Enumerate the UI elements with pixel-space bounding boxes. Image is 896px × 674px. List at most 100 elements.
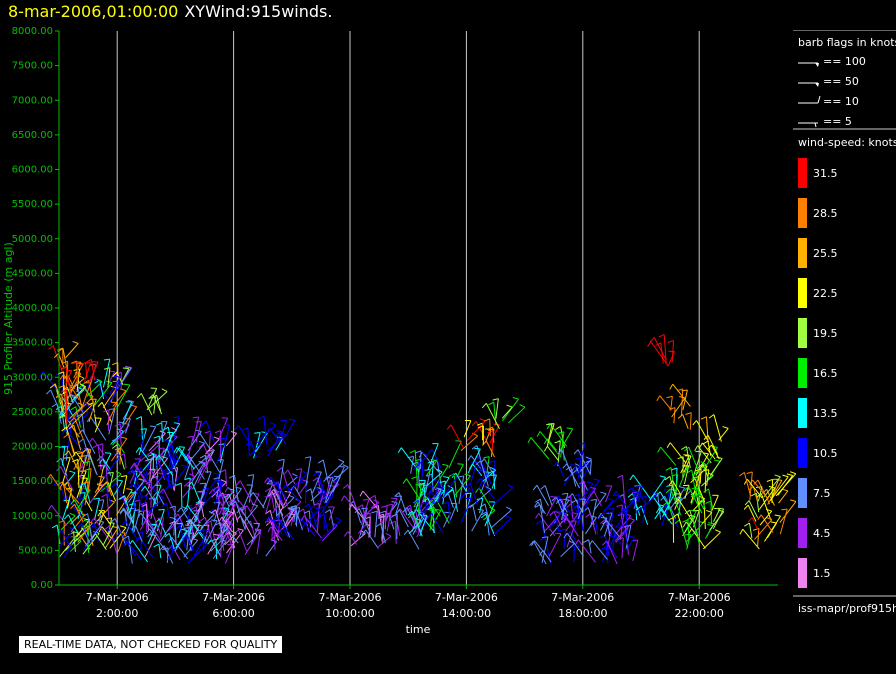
y-tick-label: 5000.00 <box>12 234 53 245</box>
wind-barb <box>465 482 478 506</box>
wind-barb-flag <box>559 528 566 532</box>
wind-barb-staff <box>283 497 295 508</box>
wind-barb-staff <box>749 523 753 539</box>
wind-barb <box>51 403 62 424</box>
wind-barb <box>111 436 128 462</box>
wind-barb-staff <box>278 432 287 445</box>
wind-barb-flag <box>612 490 617 497</box>
color-swatch <box>798 438 807 468</box>
wind-barb-flag <box>442 501 449 506</box>
wind-barb <box>159 516 177 542</box>
wind-barb-flag <box>152 491 158 498</box>
wind-barb-flag <box>633 493 639 498</box>
wind-barb-flag <box>136 467 142 473</box>
wind-barb-staff <box>603 496 620 512</box>
wind-barb-flag <box>695 468 702 472</box>
wind-barb-flag <box>714 529 721 533</box>
wind-barb <box>627 487 637 514</box>
wind-barb-flag <box>97 520 104 523</box>
wind-barb <box>698 442 716 460</box>
wind-barb-staff <box>593 493 607 511</box>
wind-barb <box>312 471 327 496</box>
color-bin-label: 16.5 <box>813 367 838 380</box>
wind-barb-flag <box>304 503 310 508</box>
color-bin-label: 1.5 <box>813 567 831 580</box>
wind-barb-staff <box>217 417 229 442</box>
wind-barb <box>119 495 134 524</box>
wind-barb <box>449 503 458 522</box>
wind-barb-flag <box>91 526 98 529</box>
color-swatch <box>798 318 807 348</box>
chart-datetime: 8-mar-2006,01:00:00 <box>8 2 179 21</box>
wind-barb-staff <box>82 532 100 555</box>
wind-barb <box>141 425 157 453</box>
wind-barb-staff <box>101 402 113 424</box>
wind-barb-staff <box>316 486 326 505</box>
wind-barb-flag <box>69 512 76 517</box>
wind-barb-staff <box>539 504 546 534</box>
wind-barb-staff <box>709 458 723 476</box>
wind-barb-staff <box>296 468 303 491</box>
legend-barb-label: == 100 <box>823 55 866 68</box>
wind-barb-staff <box>84 481 90 506</box>
wind-barb-flag <box>59 374 65 380</box>
wind-barb <box>667 350 675 367</box>
wind-barb-flag <box>161 502 167 507</box>
wind-barb-staff <box>686 534 692 550</box>
wind-barb <box>300 506 320 530</box>
wind-barb-staff <box>63 472 76 488</box>
wind-barb-flag <box>436 468 443 473</box>
wind-barb <box>65 340 79 359</box>
wind-barb-staff <box>553 511 562 528</box>
wind-barb-staff <box>74 504 84 523</box>
wind-barb-staff <box>82 382 92 406</box>
wind-barb-flag <box>584 456 591 460</box>
wind-barb-staff <box>173 506 176 536</box>
wind-barb-flag <box>198 440 205 444</box>
wind-barb-staff <box>268 517 279 533</box>
wind-barb-flag <box>386 503 393 506</box>
wind-barb-staff <box>85 362 88 379</box>
wind-barb-flag <box>119 509 124 515</box>
wind-barb <box>73 451 84 470</box>
wind-barb <box>304 456 312 486</box>
color-swatch <box>798 198 807 228</box>
wind-barb <box>275 521 289 538</box>
wind-barb-staff <box>577 452 583 479</box>
wind-barb <box>216 532 223 558</box>
wind-barb-staff <box>657 493 662 520</box>
wind-barb-flag <box>658 334 665 338</box>
wind-barb-staff <box>63 385 67 413</box>
wind-barb-flag <box>164 532 170 538</box>
wind-barb <box>529 540 547 565</box>
x-tick-label-date: 7-Mar-2006 <box>551 591 614 604</box>
wind-barb <box>441 474 458 500</box>
wind-barb-flag <box>507 484 514 489</box>
wind-barb-flag <box>557 449 563 455</box>
wind-barb-staff <box>316 503 320 533</box>
wind-barb <box>195 432 211 450</box>
wind-barb-flag <box>138 478 145 481</box>
wind-barb <box>778 488 789 504</box>
wind-barb-staff <box>452 489 459 512</box>
wind-barb-staff <box>225 544 234 564</box>
wind-barb-staff <box>117 438 119 461</box>
wind-barb-flag <box>58 445 65 449</box>
wind-barb-staff <box>685 446 691 469</box>
wind-barb-flag <box>60 393 67 398</box>
wind-barb <box>190 506 200 526</box>
wind-barb-staff <box>276 519 281 541</box>
wind-barb-staff <box>259 424 277 440</box>
wind-barb <box>278 419 287 445</box>
wind-barb-flag <box>662 501 668 507</box>
wind-barb-flag <box>195 420 202 423</box>
wind-barb-staff <box>685 521 697 535</box>
wind-barb-flag <box>213 472 220 475</box>
wind-barb-staff <box>360 499 370 526</box>
wind-barb-flag <box>77 497 84 500</box>
wind-barb-staff <box>489 424 500 444</box>
wind-barb-staff <box>124 418 131 434</box>
wind-barb <box>204 430 211 456</box>
wind-barb-staff <box>544 485 553 506</box>
wind-barb-flag <box>415 450 422 454</box>
